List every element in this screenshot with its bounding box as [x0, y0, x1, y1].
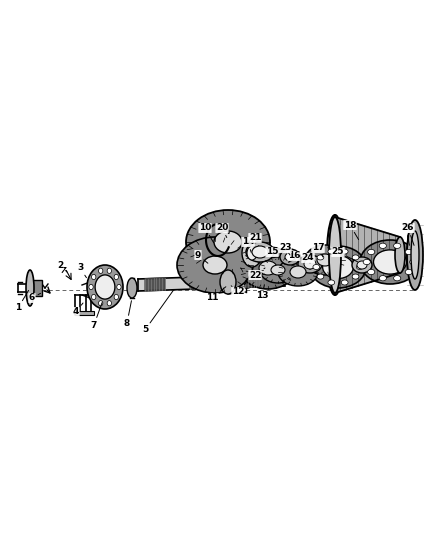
Ellipse shape: [405, 269, 413, 274]
Ellipse shape: [411, 231, 419, 279]
Ellipse shape: [259, 261, 277, 275]
Ellipse shape: [313, 264, 320, 270]
Text: 24: 24: [302, 254, 314, 263]
Ellipse shape: [246, 242, 274, 262]
Ellipse shape: [328, 280, 335, 285]
Text: 4: 4: [73, 303, 83, 317]
Ellipse shape: [290, 266, 306, 278]
Ellipse shape: [394, 243, 401, 248]
Ellipse shape: [341, 249, 348, 254]
Text: 20: 20: [216, 223, 228, 238]
Text: 16: 16: [288, 252, 300, 265]
Ellipse shape: [107, 268, 111, 273]
Text: 12: 12: [232, 283, 246, 296]
Ellipse shape: [242, 239, 262, 267]
Ellipse shape: [317, 255, 324, 260]
Ellipse shape: [352, 255, 359, 260]
Ellipse shape: [317, 274, 324, 279]
Ellipse shape: [367, 249, 375, 255]
Ellipse shape: [87, 265, 123, 309]
Ellipse shape: [127, 278, 137, 298]
Ellipse shape: [298, 255, 322, 273]
Ellipse shape: [203, 256, 227, 274]
Text: 1: 1: [15, 290, 28, 312]
Ellipse shape: [341, 280, 348, 285]
Ellipse shape: [357, 261, 367, 269]
Text: 19: 19: [400, 223, 412, 245]
Ellipse shape: [26, 270, 34, 306]
Polygon shape: [190, 277, 215, 289]
Text: 26: 26: [402, 223, 414, 245]
Ellipse shape: [357, 264, 363, 270]
Text: 17: 17: [312, 244, 324, 257]
Text: 14: 14: [242, 238, 254, 252]
Ellipse shape: [405, 249, 413, 255]
Ellipse shape: [394, 276, 401, 281]
Ellipse shape: [186, 210, 270, 274]
Ellipse shape: [280, 249, 300, 265]
Ellipse shape: [271, 265, 285, 275]
Text: 13: 13: [256, 285, 268, 301]
Ellipse shape: [310, 246, 366, 288]
Ellipse shape: [379, 243, 386, 248]
Ellipse shape: [317, 254, 333, 266]
Text: 21: 21: [249, 233, 261, 246]
Ellipse shape: [214, 231, 242, 253]
Ellipse shape: [177, 237, 253, 293]
Polygon shape: [335, 217, 400, 293]
Text: 10: 10: [199, 223, 214, 243]
Text: 5: 5: [142, 290, 173, 335]
Ellipse shape: [240, 247, 296, 289]
Text: 2: 2: [57, 261, 67, 272]
Ellipse shape: [395, 237, 405, 273]
Ellipse shape: [220, 270, 236, 294]
Ellipse shape: [304, 259, 316, 269]
Ellipse shape: [252, 246, 268, 258]
Ellipse shape: [99, 301, 103, 306]
Ellipse shape: [99, 268, 103, 273]
Ellipse shape: [114, 294, 118, 300]
Polygon shape: [145, 278, 165, 291]
Ellipse shape: [329, 217, 341, 293]
Text: 3: 3: [77, 263, 86, 278]
Ellipse shape: [278, 258, 318, 286]
Ellipse shape: [92, 274, 96, 280]
Ellipse shape: [360, 240, 420, 284]
Ellipse shape: [92, 294, 96, 300]
Text: 23: 23: [279, 244, 291, 255]
Polygon shape: [245, 274, 265, 287]
Ellipse shape: [379, 276, 386, 281]
Ellipse shape: [247, 246, 257, 260]
Ellipse shape: [410, 260, 417, 265]
Bar: [75, 311, 94, 315]
Ellipse shape: [305, 245, 345, 275]
Bar: [30, 280, 42, 296]
Text: 6: 6: [29, 293, 41, 303]
Text: 15: 15: [266, 247, 278, 260]
Text: 11: 11: [206, 287, 226, 303]
Ellipse shape: [407, 227, 419, 283]
Ellipse shape: [323, 255, 353, 279]
Ellipse shape: [89, 285, 93, 289]
Ellipse shape: [285, 253, 295, 261]
Text: 22: 22: [249, 268, 265, 279]
Text: 25: 25: [332, 247, 357, 262]
Ellipse shape: [114, 274, 118, 280]
Text: 7: 7: [91, 303, 102, 329]
Ellipse shape: [107, 301, 111, 306]
Ellipse shape: [95, 275, 115, 299]
Text: 9: 9: [195, 251, 208, 263]
Text: 18: 18: [344, 221, 359, 240]
Ellipse shape: [117, 285, 121, 289]
Text: 8: 8: [124, 301, 131, 327]
Ellipse shape: [407, 220, 423, 290]
Ellipse shape: [352, 257, 372, 273]
Ellipse shape: [374, 250, 406, 274]
Ellipse shape: [352, 274, 359, 279]
Ellipse shape: [260, 257, 296, 283]
Polygon shape: [138, 274, 285, 291]
Ellipse shape: [367, 269, 375, 274]
Ellipse shape: [363, 260, 371, 265]
Ellipse shape: [328, 249, 335, 254]
